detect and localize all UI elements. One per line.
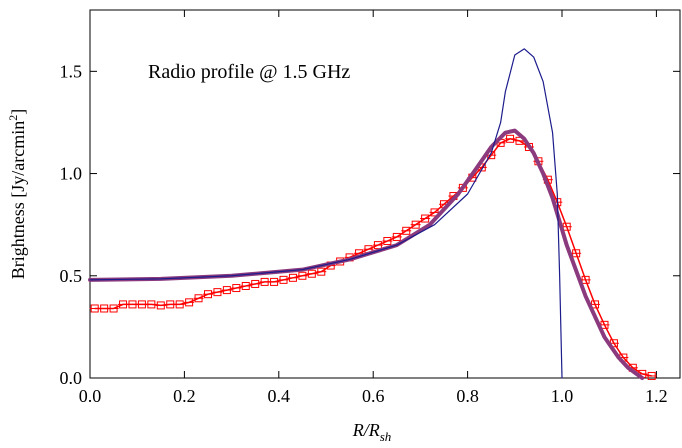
data-point (391, 232, 402, 241)
data-point (231, 284, 242, 293)
x-axis-label: R/Rsh (352, 420, 392, 444)
data-point (136, 300, 147, 309)
data-point (306, 269, 317, 278)
x-tick-label: 0.2 (173, 386, 196, 406)
x-tick-label: 1.0 (551, 386, 574, 406)
data-point (203, 290, 213, 299)
y-tick-label: 0.5 (60, 266, 83, 286)
data-point (372, 241, 383, 250)
x-tick-label: 0.8 (456, 386, 479, 406)
plot-frame (89, 9, 681, 379)
data-line (94, 138, 652, 377)
x-tick-label: 0.6 (362, 386, 385, 406)
data-point (571, 249, 582, 258)
data-point (165, 300, 176, 309)
data-point (89, 304, 100, 313)
data-point (382, 237, 393, 246)
data-point (259, 277, 270, 286)
data-point (174, 300, 185, 309)
data-point (127, 300, 138, 309)
annotation: Radio profile @ 1.5 GHz (148, 61, 350, 83)
data-point (212, 288, 223, 297)
data-point (646, 371, 657, 380)
x-tick-label: 0.4 (268, 386, 291, 406)
y-label-sup: 2 (6, 115, 20, 121)
data-point (108, 304, 119, 313)
data-point (146, 300, 157, 309)
data-point (297, 271, 308, 280)
data-point (193, 294, 204, 303)
data-point (240, 282, 251, 290)
data-point (580, 275, 591, 284)
data-point (99, 304, 110, 313)
data-point (155, 301, 166, 310)
data-point (278, 275, 289, 284)
data-point (316, 267, 327, 276)
y-tick-label: 1.5 (60, 61, 83, 81)
data-point (118, 300, 129, 309)
data-point (221, 286, 232, 295)
data-point (269, 277, 280, 286)
data-point (287, 273, 298, 282)
x-tick-label: 0.0 (79, 386, 102, 406)
data-point (401, 226, 412, 235)
y-axis-label: Brightness [Jy/arcmin2] (6, 109, 28, 279)
model-curve-thin (89, 48, 563, 379)
data-point (505, 134, 516, 143)
data-point (429, 208, 440, 217)
y-tick-label: 0.0 (60, 368, 83, 388)
data-point (250, 279, 261, 288)
x-tick-label: 1.2 (645, 386, 668, 406)
data-point (184, 298, 195, 307)
x-label-sub: sh (380, 429, 392, 444)
x-label-main: R/R (352, 420, 380, 440)
y-label-main: Brightness [Jy/arcmin (8, 121, 28, 279)
data-point (410, 220, 421, 229)
y-tick-label: 1.0 (60, 164, 83, 184)
y-label-end: ] (8, 109, 28, 115)
data-point (420, 214, 431, 223)
